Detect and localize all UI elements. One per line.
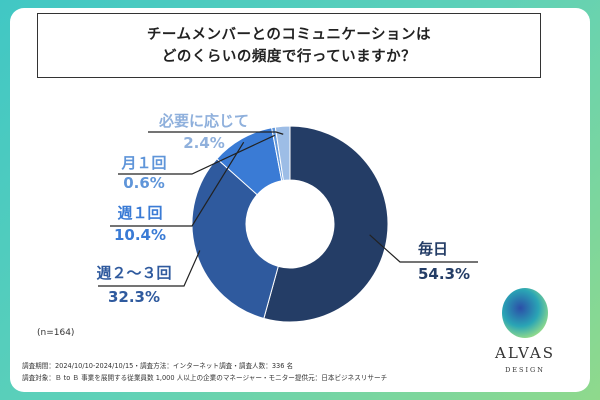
card: [10, 8, 590, 392]
leader-line-1: [98, 250, 201, 287]
title-box: チームメンバーとのコミュニケーションは どのくらいの頻度で行っていますか？: [37, 13, 541, 78]
title-line-2: どのくらいの頻度で行っていますか？: [161, 48, 417, 65]
leader-line-3: [118, 134, 276, 175]
logo-subtitle: DESIGN: [505, 366, 545, 374]
slice-label-3: 月１回: [120, 154, 166, 172]
slice-value-1: 32.3%: [108, 288, 160, 306]
slice-label-2: 週１回: [117, 204, 162, 222]
slice-label-0: 毎日: [418, 240, 448, 258]
sample-size-label: (n=164): [37, 328, 75, 338]
slice-label-1: 週２～３回: [96, 264, 171, 282]
footer-survey-period: 調査期間：2024/10/10-2024/10/15・調査方法：インターネット調…: [22, 362, 294, 370]
title-line-1: チームメンバーとのコミュニケーションは: [146, 26, 432, 43]
brand-logo: ALVAS DESIGN: [485, 288, 565, 380]
slice-label-4: 必要に応じて: [158, 112, 249, 130]
slice-0: [263, 125, 389, 323]
leader-line-4: [148, 131, 284, 135]
logo-name: ALVAS: [495, 344, 555, 362]
logo-mark-icon: [502, 288, 548, 338]
slice-value-2: 10.4%: [114, 226, 166, 244]
footer-survey-target: 調査対象：Ｂ to Ｂ 事業を展開する従業員数 1,000 人以上の企業のマネー…: [22, 374, 388, 382]
leader-line-0: [369, 234, 478, 263]
slice-1: [191, 158, 279, 320]
slice-value-0: 54.3%: [418, 265, 470, 283]
slice-value-4: 2.4%: [183, 134, 225, 152]
slice-value-3: 0.6%: [123, 174, 165, 192]
slice-4: [274, 125, 291, 182]
leader-line-2: [110, 141, 245, 227]
